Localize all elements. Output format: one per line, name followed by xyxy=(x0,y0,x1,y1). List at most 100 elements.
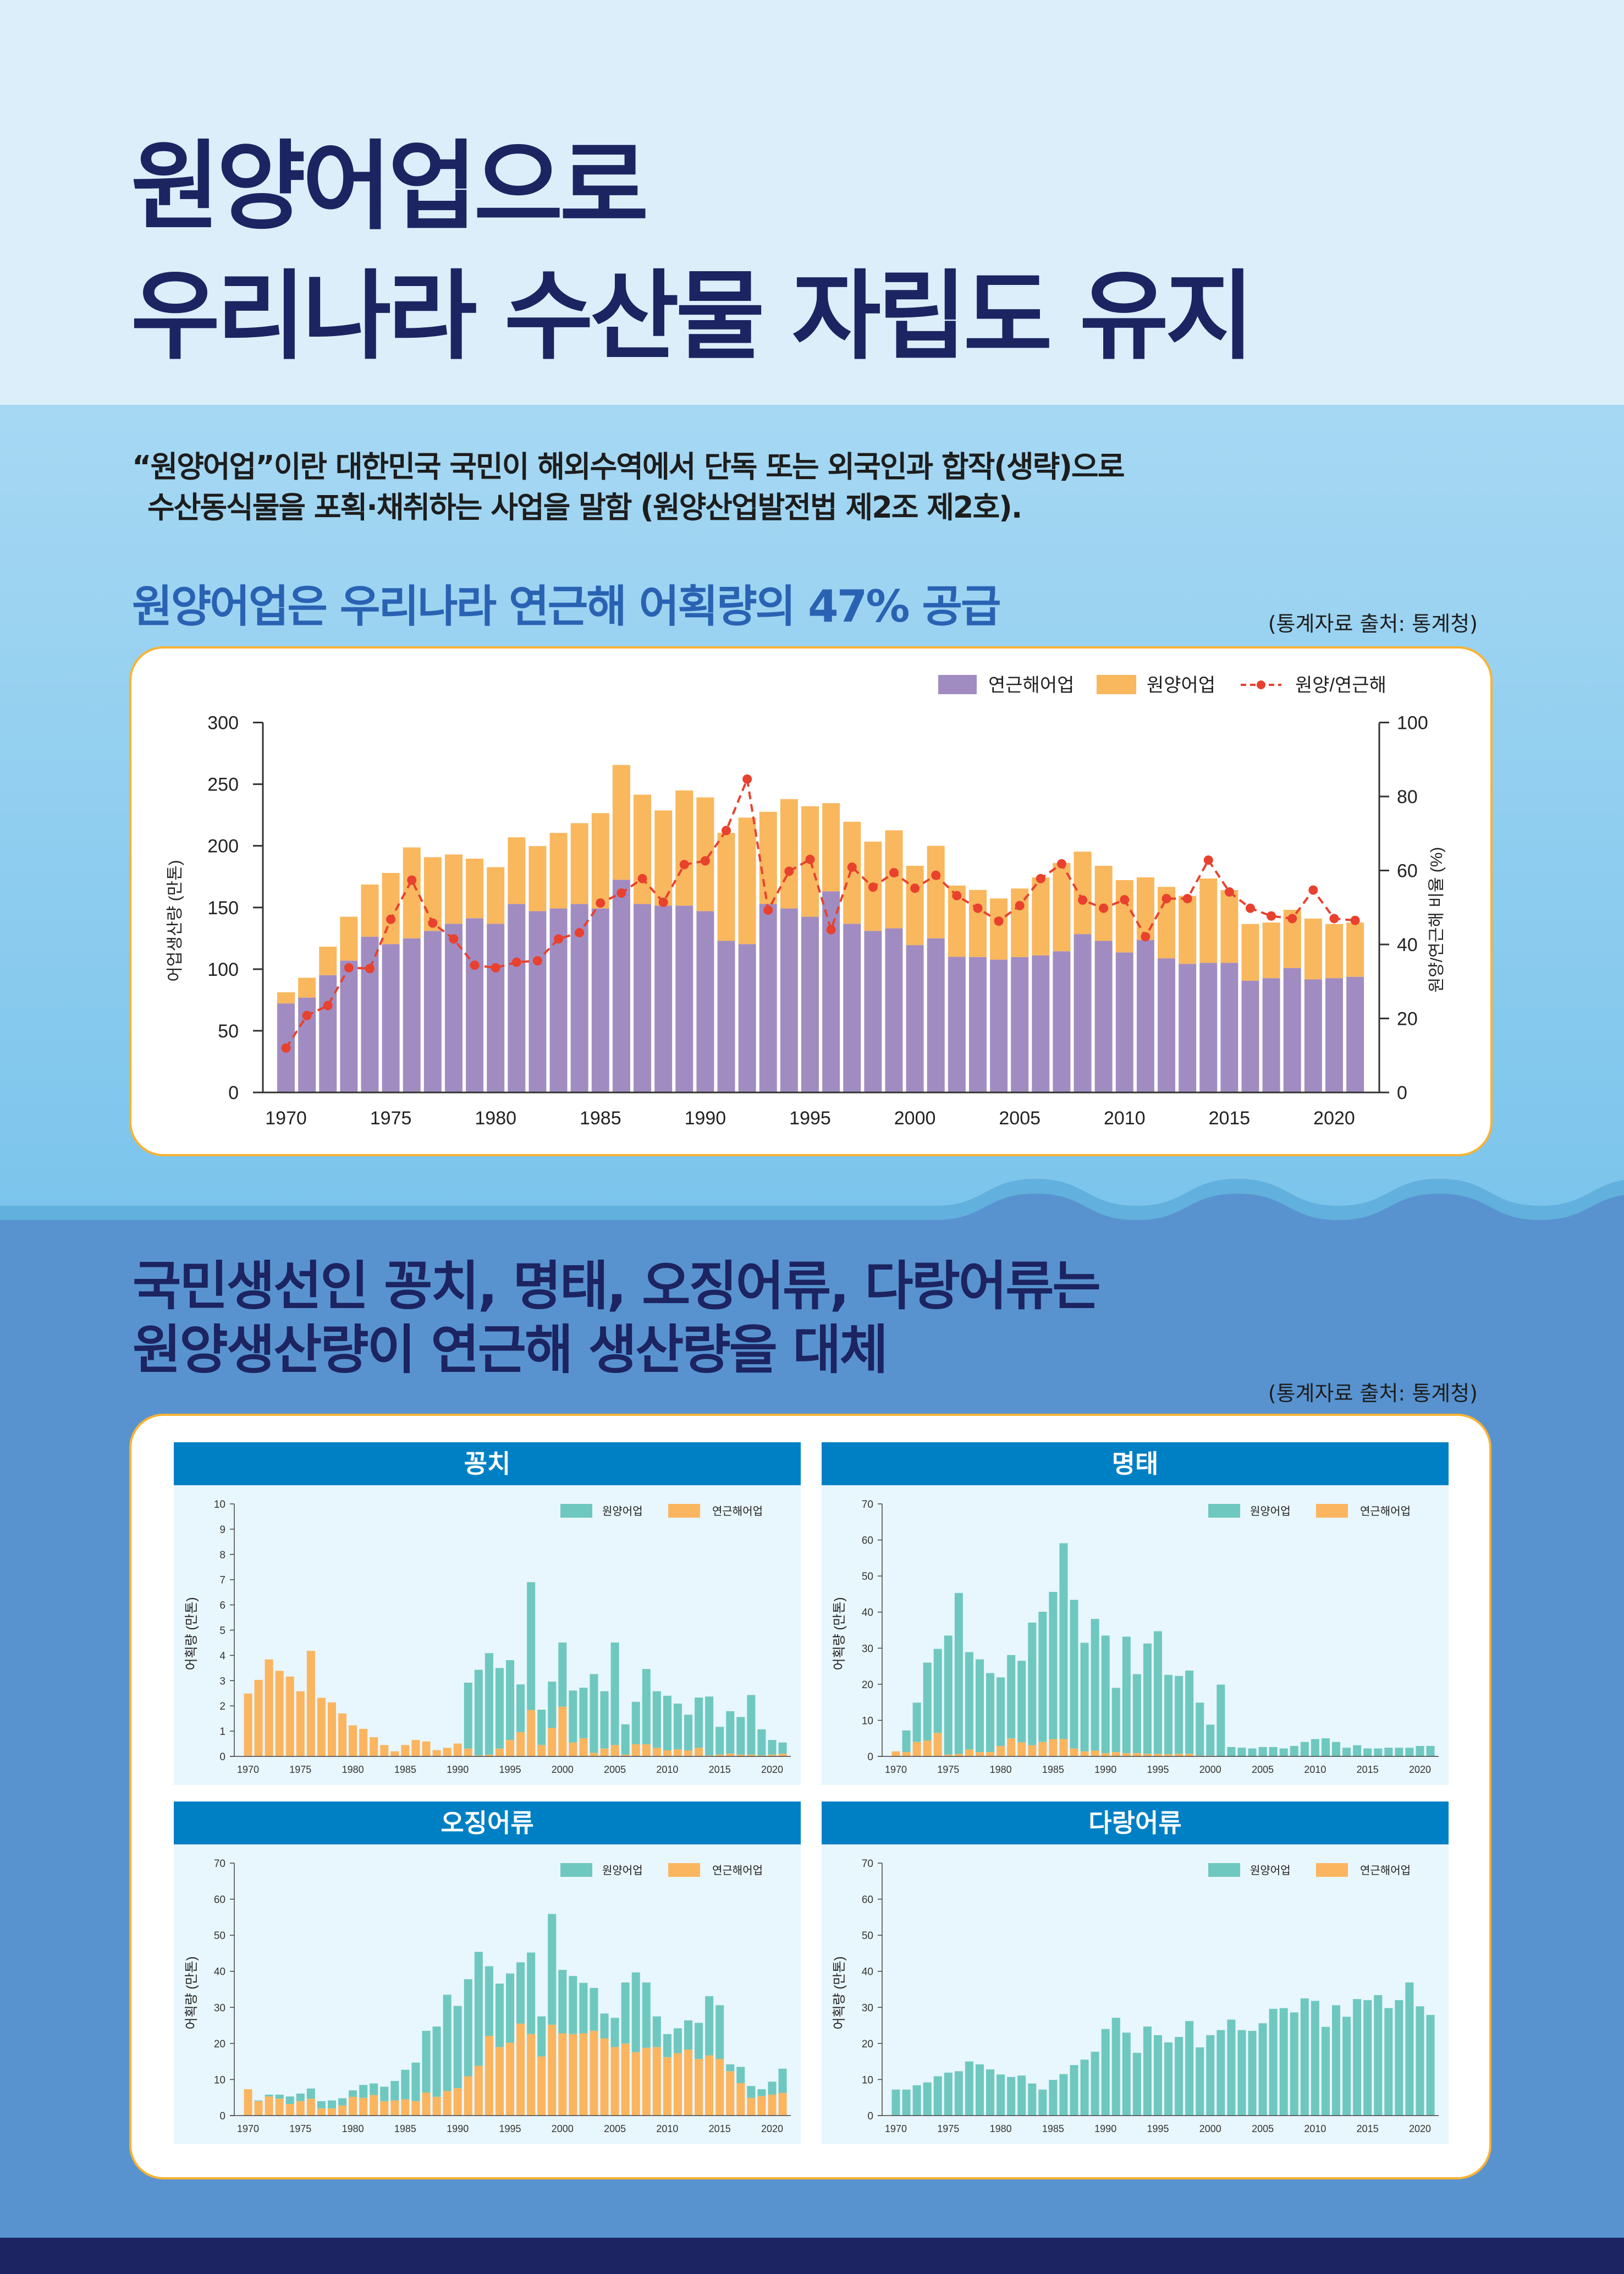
page-title: 원양어업으로 우리나라 수산물 자립도 유지 xyxy=(131,122,1254,382)
bar-distant-water-2014 xyxy=(1353,1745,1362,1756)
bar-distant-water-2021 xyxy=(778,2068,787,2093)
x-tick-label: 2005 xyxy=(1252,1764,1274,1775)
bar-distant-water-2008 xyxy=(642,1669,651,1744)
bar-distant-water-1984 xyxy=(570,823,588,904)
bar-coastal-2013 xyxy=(695,1748,703,1756)
bar-distant-water-2015 xyxy=(715,1727,724,1755)
bar-distant-water-1996 xyxy=(1164,1674,1173,1755)
bar-distant-water-2001 xyxy=(1216,2030,1225,2116)
x-tick-label: 1980 xyxy=(342,2123,364,2134)
bar-distant-water-1974 xyxy=(933,1649,942,1733)
x-tick-label: 1985 xyxy=(394,1764,416,1775)
legend-swatch-distant-water xyxy=(560,1863,592,1877)
left-tick-label: 200 xyxy=(207,836,239,857)
bar-coastal-2001 xyxy=(569,1742,577,1756)
bar-distant-water-1972 xyxy=(912,1702,921,1742)
bar-distant-water-2014 xyxy=(1353,1999,1362,2116)
bar-distant-water-1971 xyxy=(902,2089,911,2116)
bar-coastal-1996 xyxy=(516,1732,525,1756)
bar-distant-water-1971 xyxy=(902,1730,911,1753)
bar-distant-water-1998 xyxy=(537,2016,546,2057)
footer-band xyxy=(0,2238,1624,2274)
bar-distant-water-1981 xyxy=(1007,1655,1016,1739)
bar-coastal-2020 xyxy=(768,1754,777,1756)
bar-distant-water-1976 xyxy=(954,2071,963,2116)
bar-coastal-1988 xyxy=(654,905,673,1092)
bar-distant-water-2006 xyxy=(1269,1746,1278,1756)
bar-distant-water-1973 xyxy=(923,1662,932,1741)
bar-distant-water-1997 xyxy=(1175,2037,1183,2116)
x-tick-label: 2000 xyxy=(1199,1764,1221,1775)
ratio-point-1977 xyxy=(428,918,438,928)
bar-distant-water-1989 xyxy=(675,790,693,906)
bar-coastal-1980 xyxy=(349,2096,357,2116)
x-tick-label: 2020 xyxy=(1409,2123,1431,2134)
bar-distant-water-2000 xyxy=(906,865,924,946)
ratio-point-1992 xyxy=(742,774,752,784)
bar-coastal-1978 xyxy=(444,924,463,1092)
bar-distant-water-1973 xyxy=(340,916,358,961)
bar-distant-water-2013 xyxy=(695,2023,703,2059)
bar-coastal-1982 xyxy=(370,2095,378,2116)
x-tick-label: 2005 xyxy=(604,1764,626,1775)
bar-distant-water-1975 xyxy=(296,2094,305,2101)
ratio-point-1971 xyxy=(302,1010,312,1020)
bar-coastal-1989 xyxy=(675,905,693,1092)
ratio-point-2011 xyxy=(1141,932,1150,942)
bar-distant-water-2004 xyxy=(600,2013,609,2039)
bar-coastal-2006 xyxy=(621,2043,630,2116)
bar-coastal-1990 xyxy=(453,1743,462,1756)
bar-coastal-2010 xyxy=(663,2057,671,2116)
bar-distant-water-2007 xyxy=(631,1701,640,1744)
bar-coastal-1976 xyxy=(306,2099,315,2116)
bar-distant-water-2001 xyxy=(569,1976,577,2034)
y-tick-label: 0 xyxy=(867,2111,873,2122)
bar-distant-water-1993 xyxy=(1132,2052,1141,2116)
x-tick-label: 2005 xyxy=(999,1108,1041,1129)
bar-distant-water-2009 xyxy=(1300,1998,1309,2116)
bar-distant-water-2021 xyxy=(1426,2015,1435,2116)
x-tick-label: 2005 xyxy=(1252,2123,1274,2134)
bar-distant-water-2004 xyxy=(1248,2030,1257,2116)
legend-label-coastal: 연근해어업 xyxy=(712,1505,763,1518)
bar-distant-water-2020 xyxy=(768,2081,777,2095)
bar-coastal-2004 xyxy=(990,959,1008,1092)
bar-distant-water-2012 xyxy=(684,1715,693,1750)
y-tick-label: 20 xyxy=(214,2039,225,2050)
bar-distant-water-2007 xyxy=(1053,863,1071,952)
y-tick-label: 50 xyxy=(862,1930,873,1942)
y-tick-label: 6 xyxy=(219,1600,225,1612)
x-tick-label: 1990 xyxy=(447,2123,469,2134)
bar-distant-water-2016 xyxy=(1374,1748,1383,1756)
x-tick-label: 2020 xyxy=(1409,1764,1431,1775)
bar-distant-water-1999 xyxy=(1196,2047,1204,2116)
bar-distant-water-1990 xyxy=(1101,2029,1110,2116)
bar-distant-water-2012 xyxy=(684,2020,693,2050)
bar-coastal-1990 xyxy=(1101,1753,1110,1756)
bar-distant-water-1980 xyxy=(487,867,505,924)
y-tick-label: 10 xyxy=(862,1715,873,1727)
bar-distant-water-1982 xyxy=(529,846,547,911)
y-tick-label: 30 xyxy=(214,2002,225,2014)
ratio-point-2003 xyxy=(973,903,983,913)
bar-distant-water-2014 xyxy=(705,1696,714,1756)
bar-coastal-1991 xyxy=(717,941,735,1092)
bar-distant-water-2005 xyxy=(610,2018,619,2047)
ratio-point-1975 xyxy=(386,914,396,924)
y-tick-label: 70 xyxy=(214,1858,225,1870)
bar-coastal-1994 xyxy=(780,908,798,1092)
bar-distant-water-1980 xyxy=(349,2090,357,2097)
bar-distant-water-1992 xyxy=(738,817,756,944)
section1-heading: 원양어업은 우리나라 연근해 어획량의 47% 공급 xyxy=(132,581,1001,632)
y-tick-label: 10 xyxy=(862,2074,873,2086)
x-tick-label: 2020 xyxy=(1313,1108,1355,1129)
bar-distant-water-2001 xyxy=(927,845,945,938)
bar-coastal-1974 xyxy=(933,1733,942,1756)
y-tick-label: 40 xyxy=(214,1967,225,1978)
bar-coastal-1994 xyxy=(495,2047,504,2116)
bar-coastal-2003 xyxy=(590,1753,598,1756)
y-tick-label: 0 xyxy=(219,1751,225,1763)
bar-coastal-1996 xyxy=(822,891,840,1092)
bar-coastal-1972 xyxy=(912,1742,921,1756)
bar-coastal-1998 xyxy=(537,1745,546,1756)
